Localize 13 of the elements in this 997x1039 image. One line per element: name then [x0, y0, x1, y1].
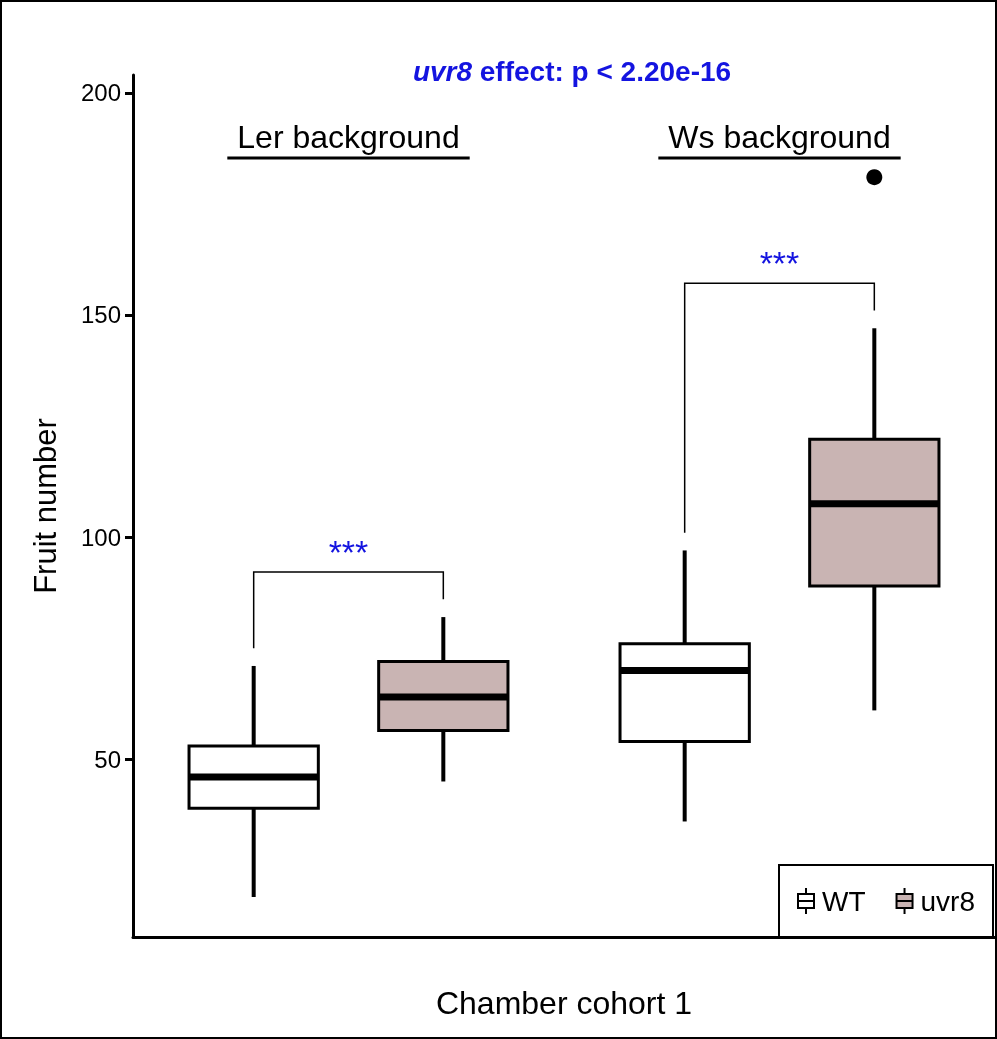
- y-tick-label: 150: [80, 301, 121, 329]
- y-tick-label: 50: [94, 745, 121, 773]
- x-axis-title: Chamber cohort 1: [435, 985, 693, 1021]
- annotation: ***: [328, 533, 369, 572]
- chart-title: uvr8 effect: p < 2.20e-16: [412, 55, 732, 87]
- legend-label: WT: [822, 885, 866, 917]
- legend-label: uvr8: [920, 885, 975, 917]
- x-tick-label: Ler background: [237, 119, 460, 155]
- y-tick-label: 100: [80, 523, 121, 551]
- x-tick-label: Ws background: [668, 119, 891, 155]
- y-axis-title: Fruit number: [28, 418, 63, 594]
- annotation: ***: [759, 244, 800, 283]
- y-tick-label: 200: [80, 79, 121, 107]
